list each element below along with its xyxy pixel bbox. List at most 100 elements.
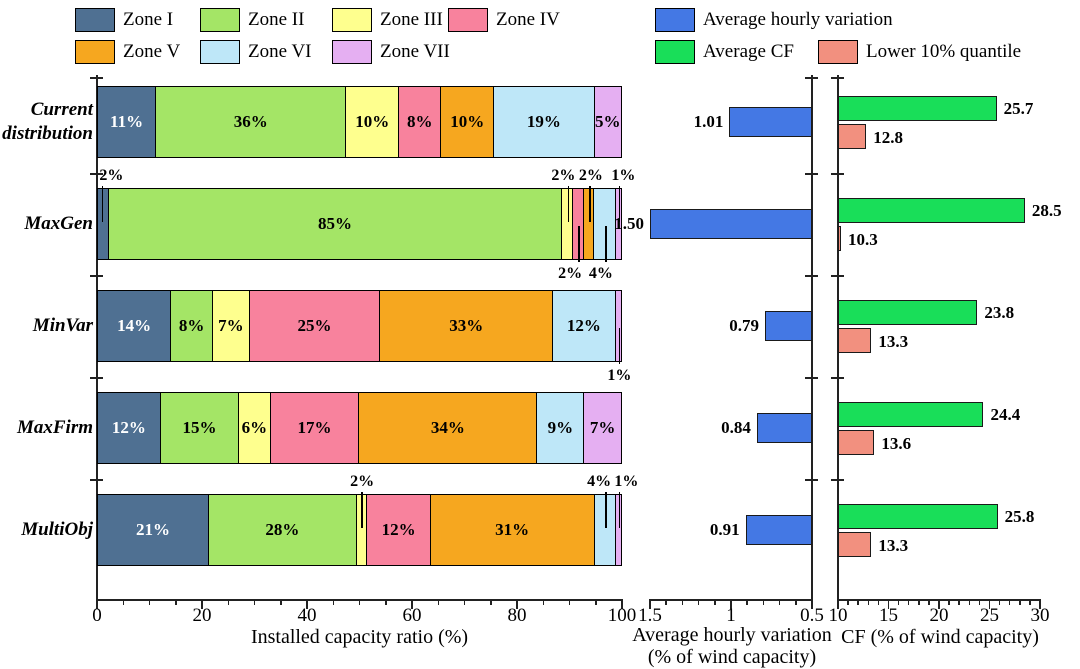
right-minor-tick-28	[1019, 600, 1021, 605]
right-major-tick-15	[887, 600, 890, 609]
callout-label-multiobj-zone-vii: 1%	[614, 473, 639, 490]
segment-maxgen-zone-v	[583, 189, 595, 259]
middle-axis-title-line1: Average hourly variation	[632, 624, 832, 646]
callout-label-maxgen-zone-i: 2%	[99, 167, 124, 184]
row-tick-2-1	[831, 173, 844, 175]
segment-maxfirm-zone-v: 34%	[359, 393, 538, 463]
cf-value-minvar: 23.8	[984, 303, 1015, 322]
cf-bar-current-distribution	[838, 96, 997, 121]
segment-maxfirm-zone-i: 12%	[98, 393, 161, 463]
legend-label-zone-vi: Zone VI	[248, 41, 312, 62]
left-axis-title: Installed capacity ratio (%)	[250, 626, 469, 648]
left-minor-tick-30	[253, 600, 256, 605]
middle-axis-title-line2: (% of wind capacity)	[647, 646, 817, 668]
scenario-label-minvar: MinVar	[32, 315, 93, 336]
left-minor-tick-10	[148, 600, 151, 605]
left-minor-tick-65	[437, 600, 439, 605]
callout-label-multiobj-zone-iii: 2%	[350, 473, 375, 490]
stacked-bar-maxfirm: 12% 15% 6% 17% 34% 9% 7%	[97, 392, 622, 464]
callout-leader-maxgen-zone-vii	[618, 186, 621, 222]
right-axis-line	[837, 599, 1041, 601]
quantile-bar-current-distribution	[838, 124, 867, 149]
segment-multiobj-zone-ii: 28%	[208, 495, 357, 565]
middle-major-tick-0	[649, 600, 651, 609]
quantile-value-maxfirm: 13.6	[881, 434, 912, 453]
quantile-value-current-distribution: 12.8	[873, 128, 904, 147]
left-minor-tick-55	[385, 600, 387, 605]
legend-swatch-zone-iii	[332, 8, 372, 32]
left-minor-tick-75	[490, 600, 492, 605]
row-tick-0-0	[90, 77, 103, 79]
callout-label-maxgen-zone-iii: 2%	[551, 167, 576, 184]
legend-label-zone-vii: Zone VII	[380, 41, 450, 62]
segment-current-distribution-zone-vi: 19%	[494, 87, 595, 157]
callout-leader-maxgen-zone-i	[101, 186, 104, 222]
quantile-bar-minvar	[838, 328, 872, 353]
left-major-tick-40	[306, 600, 308, 609]
segment-maxfirm-zone-vii: 7%	[584, 393, 621, 463]
right-minor-tick-21	[948, 600, 950, 605]
right-major-tick-25	[988, 600, 991, 609]
hourly-bar-current-distribution	[729, 107, 812, 137]
right-minor-tick-14	[877, 600, 880, 605]
cf-value-maxfirm: 24.4	[990, 405, 1021, 424]
legend-swatch-zone-v	[75, 40, 115, 64]
middle-minor-tick-0.9	[746, 600, 748, 605]
left-minor-tick-70	[463, 600, 466, 605]
row-tick-1-4	[805, 479, 818, 481]
right-axis-title: CF (% of wind capacity)	[841, 626, 1039, 648]
segment-current-distribution-zone-iv: 8%	[399, 87, 442, 157]
left-minor-tick-25	[227, 600, 229, 605]
middle-tick-label-1: 1	[726, 605, 736, 626]
segment-minvar-zone-iv: 25%	[249, 291, 381, 361]
callout-label-maxgen-zone-iv: 2%	[558, 265, 583, 282]
legend-label-average-cf: Average CF	[703, 41, 794, 62]
scenario-label-multiobj: MultiObj	[21, 519, 93, 540]
legend-swatch-lower-10-quantile	[818, 40, 858, 64]
segment-maxfirm-zone-iv: 17%	[270, 393, 360, 463]
right-minor-tick-29	[1029, 600, 1031, 605]
right-tick-label-15: 15	[879, 605, 898, 626]
legend-label-average-hourly-variation: Average hourly variation	[703, 9, 893, 30]
left-minor-tick-45	[332, 600, 334, 605]
callout-leader-maxgen-zone-iv	[578, 226, 580, 262]
right-minor-tick-12	[857, 600, 859, 605]
hourly-value-minvar: 0.79	[729, 316, 760, 335]
stacked-bar-current-distribution: 11% 36% 10% 8% 10% 19% 5%	[97, 86, 622, 158]
hourly-bar-multiobj	[745, 515, 812, 545]
segment-minvar-zone-i: 14%	[98, 291, 172, 361]
right-tick-label-25: 25	[980, 605, 999, 626]
row-tick-1-3	[805, 377, 818, 379]
row-tick-2-4	[831, 479, 844, 481]
callout-label-maxgen-zone-vii: 1%	[611, 167, 636, 184]
callout-leader-multiobj-zone-iii	[361, 492, 363, 528]
right-minor-tick-13	[867, 600, 870, 605]
left-tick-label-20: 20	[192, 605, 212, 626]
left-minor-tick-35	[280, 600, 282, 605]
legend-swatch-average-cf	[655, 40, 695, 64]
cf-value-maxgen: 28.5	[1031, 201, 1062, 220]
middle-axis-line	[649, 599, 813, 601]
middle-minor-tick-1.4	[665, 600, 667, 605]
callout-leader-multiobj-zone-vii	[618, 492, 621, 528]
segment-current-distribution-zone-iii: 10%	[346, 87, 400, 157]
row-tick-2-2	[831, 275, 844, 277]
legend-label-zone-iv: Zone IV	[496, 9, 560, 30]
panel-spine-2	[837, 75, 839, 600]
row-tick-1-2	[805, 275, 818, 277]
middle-tick-label-2: 0.5	[800, 605, 824, 626]
right-tick-label-20: 20	[929, 605, 949, 626]
middle-minor-tick-1.2	[697, 600, 700, 605]
legend-swatch-zone-iv	[448, 8, 488, 32]
left-tick-label-100: 100	[607, 605, 637, 626]
cf-bar-maxgen	[838, 198, 1025, 223]
segment-maxfirm-zone-iii: 6%	[239, 393, 271, 463]
right-major-tick-20	[938, 600, 940, 609]
middle-minor-tick-0.6	[795, 600, 797, 605]
segment-minvar-zone-iii: 7%	[213, 291, 250, 361]
right-minor-tick-11	[847, 600, 849, 605]
left-major-tick-100	[621, 600, 623, 609]
left-minor-tick-15	[175, 600, 177, 605]
legend-swatch-zone-vi	[200, 40, 240, 64]
right-major-tick-30	[1039, 600, 1041, 609]
